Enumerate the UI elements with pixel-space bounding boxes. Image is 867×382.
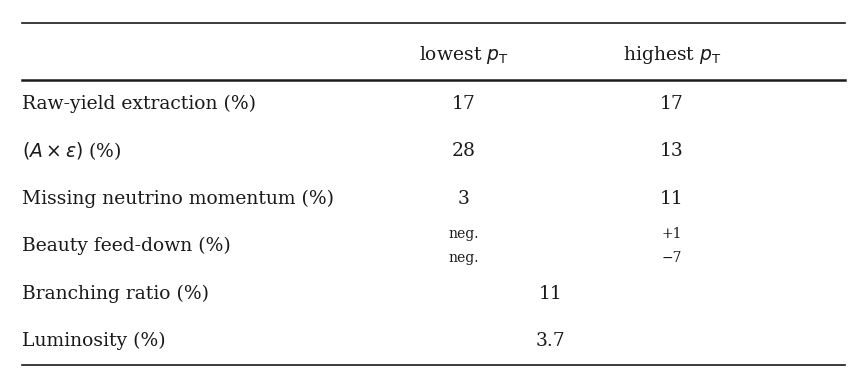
- Text: highest $p_{\mathrm{T}}$: highest $p_{\mathrm{T}}$: [623, 44, 721, 66]
- Text: Beauty feed-down (%): Beauty feed-down (%): [22, 237, 231, 255]
- Text: 11: 11: [660, 190, 684, 208]
- Text: neg.: neg.: [448, 227, 479, 241]
- Text: 13: 13: [660, 142, 684, 160]
- Text: 17: 17: [452, 95, 476, 113]
- Text: 3: 3: [458, 190, 470, 208]
- Text: lowest $p_{\mathrm{T}}$: lowest $p_{\mathrm{T}}$: [419, 44, 509, 66]
- Text: −7: −7: [662, 251, 682, 265]
- Text: +1: +1: [662, 227, 682, 241]
- Text: Raw-yield extraction (%): Raw-yield extraction (%): [22, 95, 256, 113]
- Text: Missing neutrino momentum (%): Missing neutrino momentum (%): [22, 190, 334, 208]
- Text: Luminosity (%): Luminosity (%): [22, 332, 166, 350]
- Text: 28: 28: [452, 142, 476, 160]
- Text: 3.7: 3.7: [536, 332, 565, 350]
- Text: 11: 11: [538, 285, 563, 303]
- Text: Branching ratio (%): Branching ratio (%): [22, 285, 209, 303]
- Text: $(A \times \varepsilon)$ (%): $(A \times \varepsilon)$ (%): [22, 141, 121, 162]
- Text: 17: 17: [660, 95, 684, 113]
- Text: neg.: neg.: [448, 251, 479, 265]
